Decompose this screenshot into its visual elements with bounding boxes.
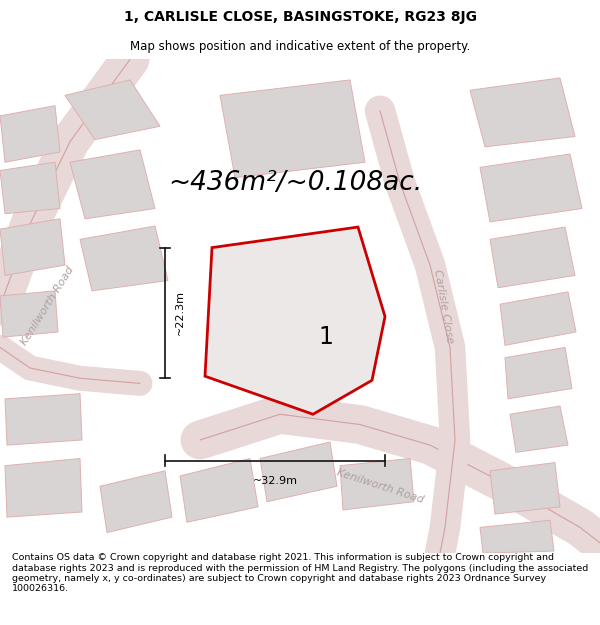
Polygon shape [340,459,414,510]
Text: ~436m²/~0.108ac.: ~436m²/~0.108ac. [168,170,422,196]
Polygon shape [480,154,582,222]
Polygon shape [180,459,258,522]
Polygon shape [5,459,82,517]
Polygon shape [500,292,576,346]
Text: 1: 1 [318,325,333,349]
Polygon shape [100,471,172,532]
Text: Kenilworth Road: Kenilworth Road [20,265,76,348]
Polygon shape [505,348,572,399]
Polygon shape [0,219,65,276]
Text: Map shows position and indicative extent of the property.: Map shows position and indicative extent… [130,40,470,52]
Polygon shape [205,227,385,414]
Text: ~32.9m: ~32.9m [253,476,298,486]
Text: Kenilworth Road: Kenilworth Road [335,468,425,505]
Polygon shape [70,150,155,219]
Polygon shape [470,78,575,147]
Polygon shape [5,394,82,445]
Text: Carlisle Close: Carlisle Close [431,269,454,344]
Text: 1, CARLISLE CLOSE, BASINGSTOKE, RG23 8JG: 1, CARLISLE CLOSE, BASINGSTOKE, RG23 8JG [124,9,476,24]
Polygon shape [0,291,58,337]
Polygon shape [65,80,160,139]
Polygon shape [80,226,168,291]
Text: ~22.3m: ~22.3m [175,291,185,336]
Polygon shape [490,227,575,288]
Polygon shape [260,442,337,502]
Text: Contains OS data © Crown copyright and database right 2021. This information is : Contains OS data © Crown copyright and d… [12,553,588,593]
Polygon shape [0,162,60,214]
Polygon shape [480,520,554,553]
Polygon shape [220,80,365,178]
Polygon shape [0,106,60,162]
Polygon shape [490,462,560,514]
Polygon shape [510,406,568,452]
